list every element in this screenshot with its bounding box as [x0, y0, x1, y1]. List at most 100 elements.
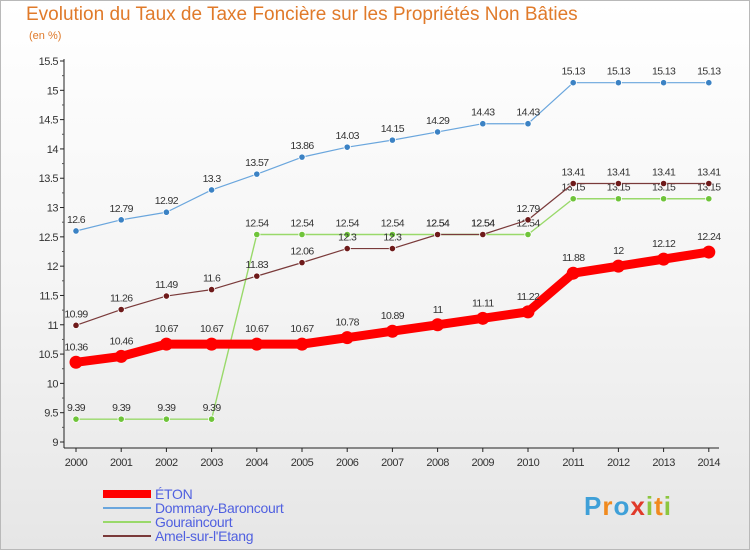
data-label-dommary-baroncourt: 13.57: [245, 157, 269, 169]
x-tick-label: 2002: [155, 457, 178, 469]
data-point-e-ton: [431, 318, 445, 332]
data-label-amel-sur-l-etang: 13.41: [652, 167, 676, 179]
x-tick-label: 2004: [246, 457, 269, 469]
data-point-amel-sur-l-etang: [659, 179, 668, 188]
y-tick-label: 11.5: [39, 290, 58, 302]
legend-label: Amel-sur-l'Etang: [155, 528, 254, 544]
data-label-amel-sur-l-etang: 13.41: [607, 167, 631, 179]
x-tick-label: 2005: [291, 457, 314, 469]
data-point-e-ton: [657, 252, 671, 266]
x-tick-label: 2003: [200, 457, 223, 469]
data-point-dommary-baroncourt: [433, 128, 442, 136]
data-point-dommary-baroncourt: [298, 153, 306, 161]
y-tick-label: 14.5: [39, 115, 59, 127]
data-point-gouraincourt: [253, 230, 261, 239]
data-point-gouraincourt: [705, 195, 713, 203]
data-point-gouraincourt: [72, 415, 80, 423]
y-tick-label: 12.5: [39, 232, 59, 244]
y-tick-label: 10.5: [39, 349, 59, 361]
data-label-dommary-baroncourt: 14.29: [426, 115, 450, 127]
data-label-gouraincourt: 12.54: [336, 218, 360, 230]
data-point-dommary-baroncourt: [614, 79, 623, 87]
logo-letter: x: [630, 491, 646, 521]
data-label-amel-sur-l-etang: 12.79: [516, 203, 540, 215]
logo-letter: t: [654, 491, 664, 521]
legend-swatch: [103, 507, 151, 509]
data-point-gouraincourt: [343, 230, 351, 239]
data-label-dommary-baroncourt: 12.6: [67, 214, 86, 226]
y-tick-label: 15.5: [39, 56, 59, 68]
data-label-e-ton: 11: [433, 304, 443, 316]
data-point-gouraincourt: [388, 230, 396, 239]
data-point-amel-sur-l-etang: [298, 259, 306, 267]
data-point-amel-sur-l-etang: [208, 285, 216, 294]
data-label-dommary-baroncourt: 12.79: [110, 203, 134, 215]
data-label-amel-sur-l-etang: 10.99: [64, 308, 88, 320]
data-label-e-ton: 10.67: [245, 323, 269, 335]
data-label-gouraincourt: 13.15: [562, 182, 586, 194]
series-line-dommary-baroncourt: [75, 82, 710, 232]
data-label-dommary-baroncourt: 15.13: [652, 66, 676, 78]
x-tick-label: 2011: [562, 457, 584, 469]
data-point-gouraincourt: [117, 415, 125, 423]
y-tick-label: 13.5: [39, 173, 59, 185]
data-label-gouraincourt: 12.54: [471, 218, 495, 230]
data-point-dommary-baroncourt: [343, 143, 351, 151]
data-label-gouraincourt: 9.39: [157, 402, 176, 414]
data-point-gouraincourt: [569, 195, 577, 203]
data-point-gouraincourt: [524, 230, 532, 239]
data-label-e-ton: 10.46: [110, 335, 134, 347]
data-point-dommary-baroncourt: [117, 216, 125, 224]
chart-title: Evolution du Taux de Taxe Foncière sur l…: [26, 4, 578, 25]
legend-label: Gouraincourt: [155, 514, 233, 530]
data-point-amel-sur-l-etang: [117, 305, 125, 314]
logo-letter: i: [663, 491, 672, 521]
legend-swatch: [103, 521, 151, 523]
legend-swatch: [103, 490, 151, 498]
data-label-e-ton: 10.78: [336, 317, 360, 329]
data-point-dommary-baroncourt: [524, 120, 532, 128]
data-label-amel-sur-l-etang: 11.6: [203, 273, 221, 285]
data-point-dommary-baroncourt: [388, 136, 396, 144]
data-point-amel-sur-l-etang: [614, 179, 623, 188]
data-label-dommary-baroncourt: 15.13: [607, 66, 631, 78]
data-point-e-ton: [205, 337, 219, 351]
data-label-dommary-baroncourt: 12.92: [155, 195, 179, 207]
data-point-e-ton: [521, 305, 535, 319]
data-point-gouraincourt: [162, 415, 170, 423]
y-tick-label: 10: [47, 378, 59, 390]
data-point-e-ton: [295, 337, 309, 351]
data-label-gouraincourt: 12.54: [381, 218, 405, 230]
data-label-dommary-baroncourt: 15.13: [562, 66, 586, 78]
y-tick-label: 9: [52, 437, 58, 449]
data-label-e-ton: 12.12: [652, 238, 676, 250]
data-point-gouraincourt: [614, 195, 623, 203]
data-label-e-ton: 10.89: [381, 310, 405, 322]
proxiti-logo: Proxiti: [584, 491, 672, 522]
data-point-dommary-baroncourt: [659, 79, 668, 87]
logo-letter: i: [645, 491, 655, 521]
data-label-amel-sur-l-etang: 13.41: [562, 167, 586, 179]
x-tick-label: 2014: [698, 457, 721, 469]
data-label-e-ton: 11.22: [517, 291, 540, 303]
data-label-dommary-baroncourt: 13.3: [203, 173, 222, 185]
data-label-amel-sur-l-etang: 11.49: [155, 279, 178, 291]
data-point-e-ton: [611, 259, 625, 273]
data-label-dommary-baroncourt: 14.03: [336, 130, 360, 142]
data-label-dommary-baroncourt: 14.15: [381, 123, 405, 135]
data-label-amel-sur-l-etang: 12.54: [471, 218, 495, 230]
data-point-amel-sur-l-etang: [433, 230, 442, 239]
data-point-amel-sur-l-etang: [479, 230, 487, 239]
legend-label: ÉTON: [155, 486, 193, 502]
data-point-e-ton: [702, 245, 716, 259]
y-tick-label: 11: [48, 320, 59, 332]
data-label-gouraincourt: 13.15: [607, 182, 631, 194]
data-point-e-ton: [385, 324, 399, 338]
data-point-e-ton: [340, 331, 354, 345]
y-tick-label: 15: [47, 85, 59, 97]
data-label-gouraincourt: 12.54: [245, 218, 269, 230]
data-point-amel-sur-l-etang: [569, 179, 577, 188]
data-point-amel-sur-l-etang: [72, 321, 80, 329]
